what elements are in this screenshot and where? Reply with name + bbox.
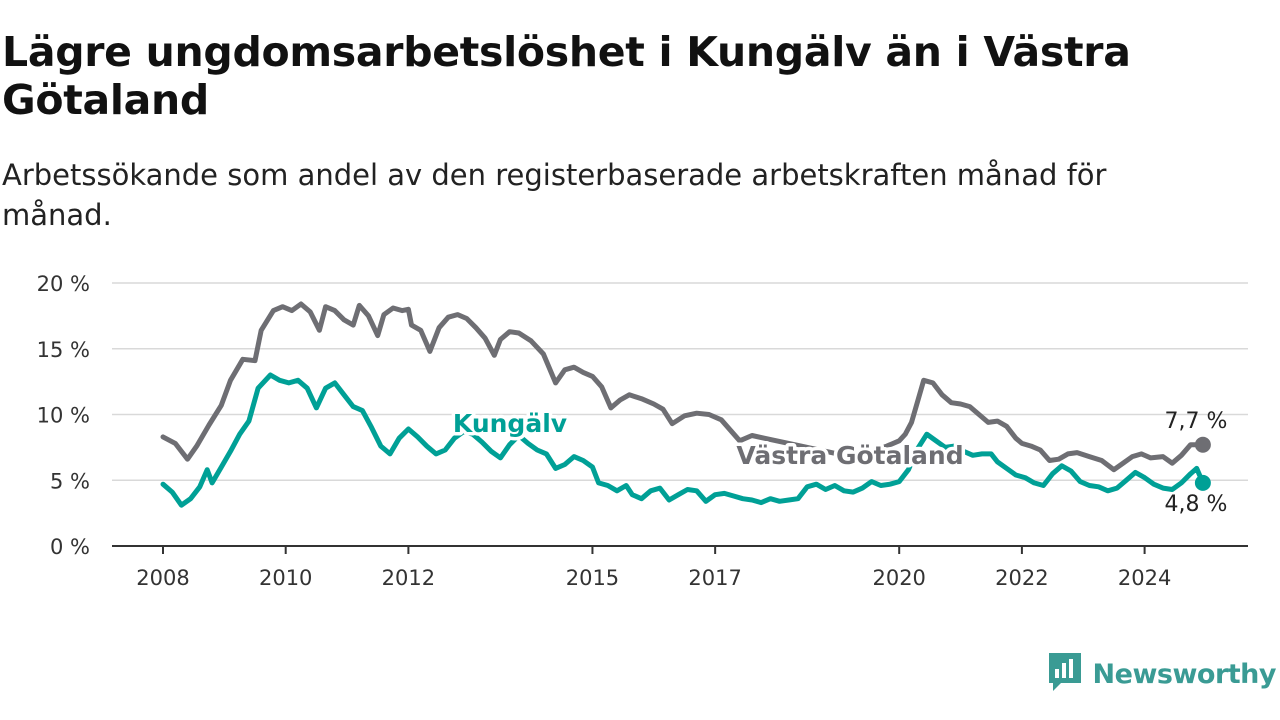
- y-tick-label: 20 %: [37, 272, 90, 296]
- x-tick-label: 2024: [1118, 566, 1171, 590]
- x-tick-label: 2015: [566, 566, 619, 590]
- end-label-vastra-gotaland: 7,7 %: [1165, 409, 1228, 434]
- end-label-kungalv: 4,8 %: [1165, 492, 1228, 517]
- newsworthy-brand: Newsworthy: [1047, 651, 1277, 697]
- y-tick-label: 5 %: [50, 469, 90, 493]
- series-lines: [160, 301, 1211, 508]
- newsworthy-wordmark: Newsworthy: [1092, 658, 1277, 690]
- series-labels: Kungälv Västra Götaland 7,7 % 4,8 %: [449, 406, 1228, 518]
- series-line-kungalv: [160, 372, 1206, 508]
- y-tick-label: 10 %: [37, 404, 90, 428]
- series-label-vastra-gotaland: Västra Götaland: [736, 441, 963, 470]
- x-tick-label: 2010: [259, 566, 312, 590]
- x-tick-label: 2012: [382, 566, 435, 590]
- chart-title: Lägre ungdomsarbetslöshet i Kungälv än i…: [2, 28, 1131, 124]
- gridlines: [112, 282, 1248, 481]
- x-tick-label: 2017: [688, 566, 741, 590]
- axes: 0 % 5 % 10 % 15 % 20 % 2008 2010 2012 2015 2017 20…: [37, 272, 1248, 590]
- x-tick-label: 2022: [995, 566, 1048, 590]
- newsworthy-logo-icon: [1047, 651, 1083, 697]
- y-tick-label: 0 %: [50, 535, 90, 559]
- series-label-kungalv: Kungälv: [453, 409, 567, 438]
- end-marker-kungalv: [1194, 474, 1211, 491]
- x-tick-label: 2020: [872, 566, 925, 590]
- series-line-vastra-gotaland: [160, 301, 1206, 473]
- end-marker-vastra-gotaland: [1194, 436, 1211, 453]
- y-tick-label: 15 %: [37, 338, 90, 362]
- chart-subtitle: Arbetssökande som andel av den registerb…: [2, 158, 1107, 232]
- x-tick-label: 2008: [136, 566, 189, 590]
